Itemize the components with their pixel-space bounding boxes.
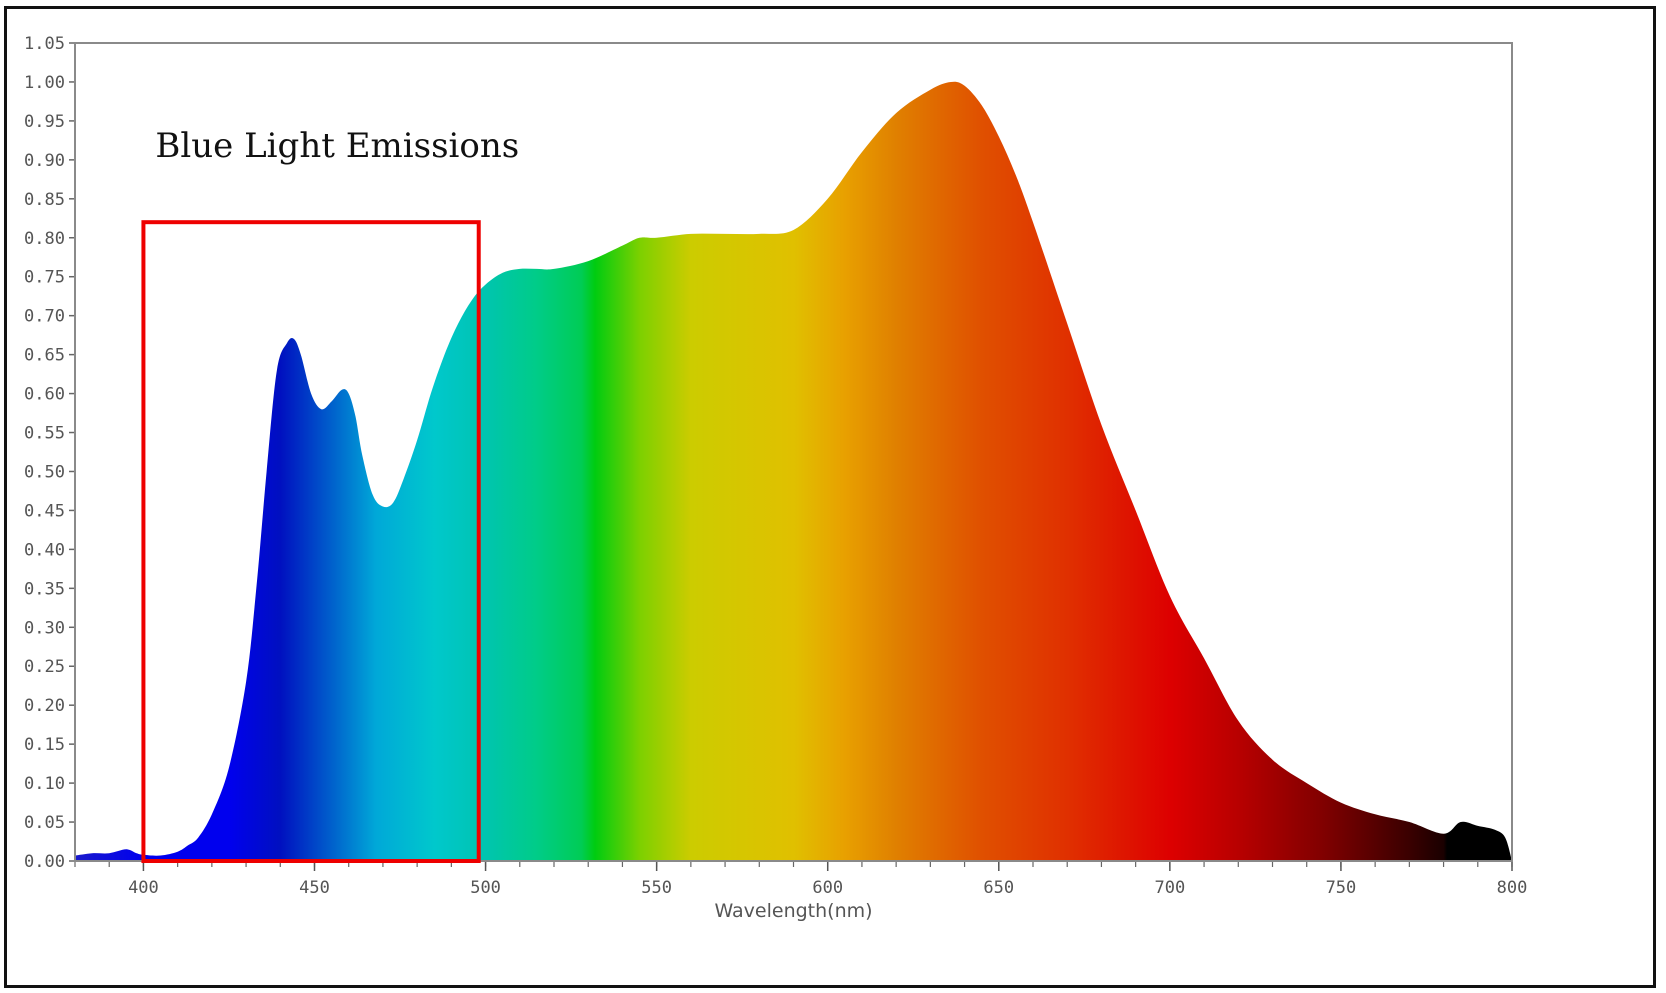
y-tick-label: 0.85 [24, 190, 65, 210]
y-tick-label: 0.55 [24, 424, 65, 444]
blue-light-highlight-box [141, 220, 481, 863]
y-tick-label: 0.50 [24, 462, 65, 482]
y-tick-label: 0.25 [24, 657, 65, 677]
y-tick-label: 0.35 [24, 579, 65, 599]
y-tick-label: 0.90 [24, 151, 65, 171]
y-tick-label: 1.05 [24, 34, 65, 54]
x-tick-label: 600 [812, 878, 843, 898]
chart-frame: 0.00 0.05 0.10 0.15 0.20 0.25 0.30 0.35 0.40 0.45… [4, 6, 1656, 988]
y-tick-label: 0.30 [24, 618, 65, 638]
x-axis-ticks: 400 450 500 550 600 650 700 750 800 [74, 861, 1528, 898]
x-axis-title: Wavelength(nm) [714, 900, 872, 922]
x-tick-label: 500 [470, 878, 501, 898]
y-tick-label: 0.65 [24, 346, 65, 366]
x-tick-label: 450 [299, 878, 330, 898]
y-tick-label: 1.00 [24, 73, 65, 93]
y-tick-label: 0.15 [24, 735, 65, 755]
y-tick-label: 0.05 [24, 813, 65, 833]
y-tick-label: 0.10 [24, 774, 65, 794]
y-tick-label: 0.40 [24, 540, 65, 560]
x-tick-label: 650 [983, 878, 1014, 898]
x-tick-label: 750 [1326, 878, 1357, 898]
y-tick-label: 0.45 [24, 501, 65, 521]
annotation-label: Blue Light Emissions [155, 126, 519, 166]
spectrum-chart: 0.00 0.05 0.10 0.15 0.20 0.25 0.30 0.35 0.40 0.45… [24, 34, 1528, 922]
series-area [75, 81, 1512, 861]
x-tick-label: 400 [128, 878, 159, 898]
y-tick-label: 0.75 [24, 268, 65, 288]
y-tick-label: 0.70 [24, 307, 65, 327]
x-tick-label: 700 [1154, 878, 1185, 898]
y-tick-label: 0.80 [24, 229, 65, 249]
annotation-layer: Blue Light Emissions [141, 126, 519, 863]
plot-area-border [74, 42, 1513, 862]
series-area-path [75, 81, 1512, 861]
y-axis-ticks: 0.00 0.05 0.10 0.15 0.20 0.25 0.30 0.35 0.40 0.45… [24, 34, 75, 872]
y-tick-label: 0.20 [24, 696, 65, 716]
y-tick-label: 0.60 [24, 385, 65, 405]
x-tick-label: 800 [1497, 878, 1528, 898]
x-tick-label: 550 [641, 878, 672, 898]
y-tick-label: 0.95 [24, 112, 65, 132]
y-tick-label: 0.00 [24, 852, 65, 872]
